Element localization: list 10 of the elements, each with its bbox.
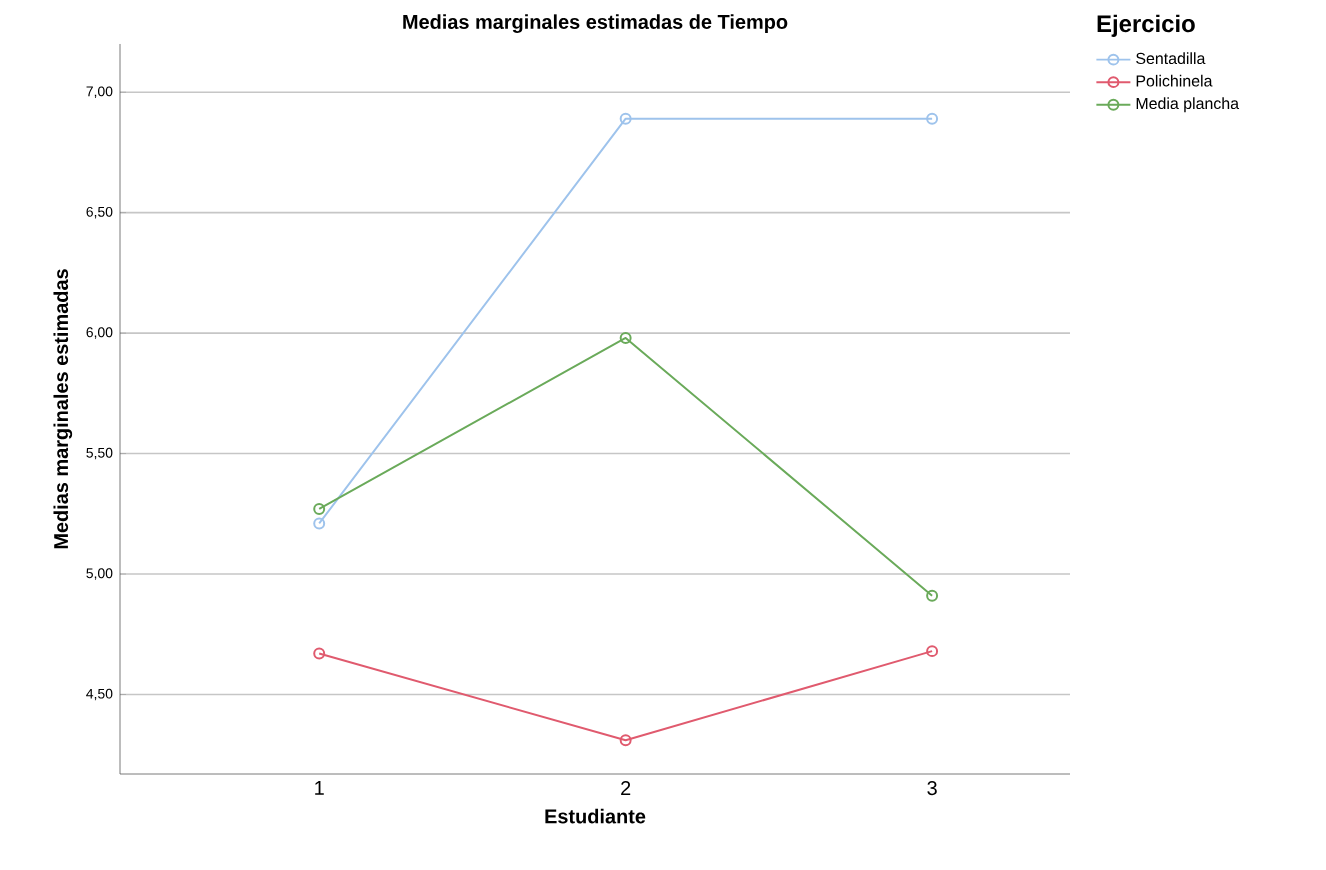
legend-title: Ejercicio	[1097, 14, 1195, 37]
point	[619, 331, 632, 344]
x-axis-title: Estudiante	[545, 808, 646, 824]
x-tick-label: 3	[927, 781, 937, 796]
point	[619, 734, 632, 747]
chart-title: Medias marginales estimadas de Tiempo	[403, 14, 788, 33]
x-tick-label: 2	[621, 781, 631, 795]
x-tick-label: 1	[315, 781, 324, 795]
point	[619, 112, 632, 125]
y-axis-title: Medias marginales estimadas	[53, 269, 73, 549]
